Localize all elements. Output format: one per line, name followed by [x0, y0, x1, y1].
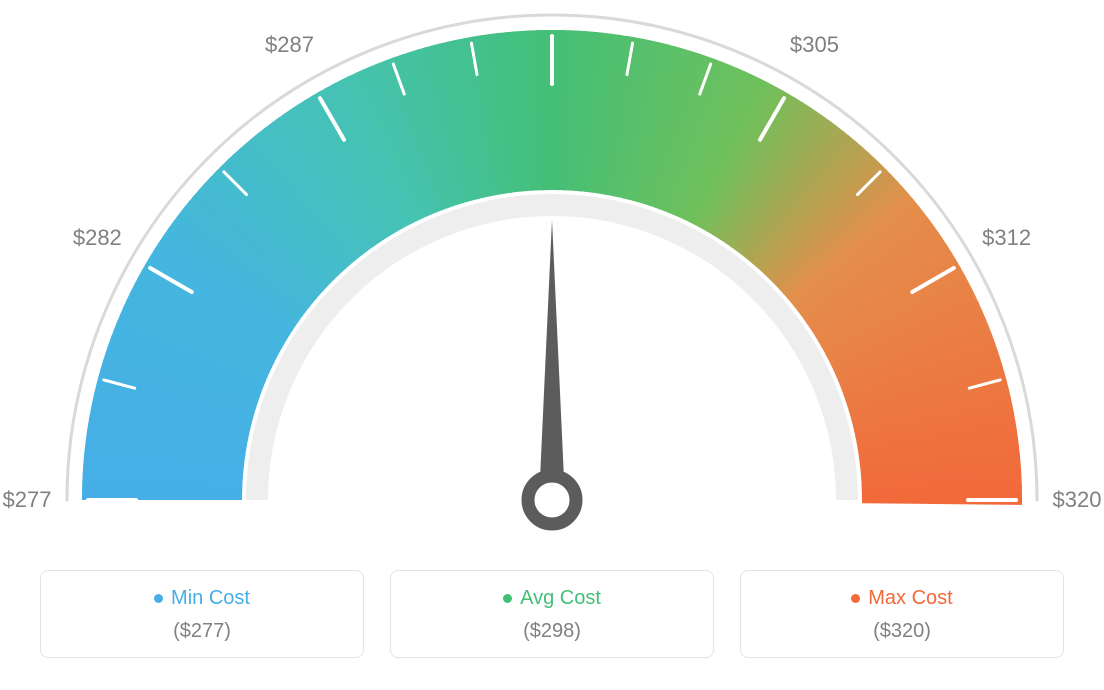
legend-row: Min Cost ($277) Avg Cost ($298) Max Cost… [0, 570, 1104, 658]
legend-card-max: Max Cost ($320) [740, 570, 1064, 658]
gauge-svg [0, 0, 1104, 560]
dot-icon [851, 594, 860, 603]
dot-icon [503, 594, 512, 603]
legend-title-min-text: Min Cost [171, 587, 250, 610]
legend-value-avg: ($298) [401, 620, 703, 643]
legend-card-avg: Avg Cost ($298) [390, 570, 714, 658]
gauge-tick-label: $282 [73, 225, 122, 251]
legend-title-max-text: Max Cost [868, 587, 952, 610]
legend-value-max: ($320) [751, 620, 1053, 643]
gauge-tick-label: $320 [1053, 487, 1102, 513]
gauge-chart: $277$282$287$298$305$312$320 [0, 0, 1104, 560]
gauge-tick-label: $277 [3, 487, 52, 513]
gauge-tick-label: $312 [982, 225, 1031, 251]
legend-title-avg: Avg Cost [503, 587, 601, 610]
legend-title-avg-text: Avg Cost [520, 587, 601, 610]
legend-title-max: Max Cost [851, 587, 952, 610]
legend-title-min: Min Cost [154, 587, 250, 610]
legend-card-min: Min Cost ($277) [40, 570, 364, 658]
dot-icon [154, 594, 163, 603]
legend-value-min: ($277) [51, 620, 353, 643]
gauge-tick-label: $287 [265, 32, 314, 58]
gauge-tick-label: $305 [790, 32, 839, 58]
